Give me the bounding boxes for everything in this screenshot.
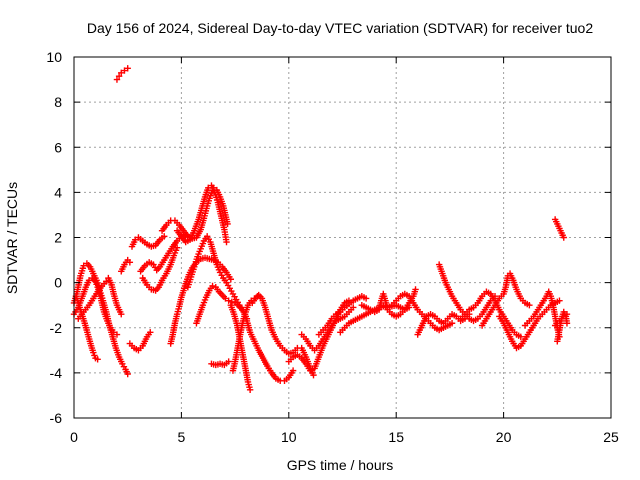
series-arc-26: [388, 290, 456, 334]
data-point: [132, 236, 139, 243]
series-arc-05: [75, 274, 125, 322]
data-point: [228, 298, 236, 306]
data-point: [227, 276, 235, 283]
series-arc-03: [70, 274, 121, 338]
data-point: [118, 311, 125, 318]
chart-title: Day 156 of 2024, Sidereal Day-to-day VTE…: [87, 20, 594, 36]
data-point: [563, 320, 571, 327]
y-tick-label: -4: [50, 365, 63, 381]
data-point: [246, 386, 254, 393]
data-point: [563, 311, 571, 318]
data-point: [560, 313, 567, 320]
grid-layer: [74, 57, 611, 418]
series-arc-23: [315, 292, 370, 338]
data-point: [225, 297, 232, 304]
series-arc-19: [231, 299, 297, 384]
y-tick-label: 10: [46, 49, 62, 65]
y-tick-label: 0: [54, 275, 62, 291]
x-axis-label: GPS time / hours: [287, 457, 394, 473]
series-arc-27: [414, 311, 473, 338]
x-tick-label: 20: [496, 429, 512, 445]
data-point: [118, 69, 125, 76]
x-tick-label: 25: [603, 429, 619, 445]
data-point: [225, 358, 232, 365]
series-arc-01: [113, 65, 131, 83]
data-point: [556, 297, 563, 304]
data-point: [350, 304, 357, 311]
data-point: [222, 295, 229, 302]
series-arc-08: [128, 233, 168, 250]
x-tick-label: 15: [388, 429, 404, 445]
data-point: [94, 356, 101, 363]
series-arc-07: [126, 329, 154, 354]
data-point: [310, 371, 317, 379]
data-point: [110, 329, 117, 336]
ticks-layer: 0 5 10 15 20 25 -6 -4 -2 0 2 4 6 8 10: [46, 49, 619, 445]
series-arc-12: [173, 182, 230, 246]
data-point: [209, 282, 216, 290]
series-arc-22: [298, 304, 357, 354]
data-point: [126, 259, 134, 266]
points-layer: [70, 65, 571, 393]
x-tick-label: 10: [281, 429, 297, 445]
data-point: [412, 286, 419, 293]
y-tick-label: -6: [50, 410, 63, 426]
x-tick-label: 0: [70, 429, 78, 445]
data-point: [124, 65, 131, 72]
data-point: [103, 278, 110, 285]
y-tick-label: 6: [54, 139, 62, 155]
data-point: [121, 67, 128, 74]
series-arc-06: [118, 256, 134, 275]
data-point: [448, 320, 456, 327]
data-point: [173, 244, 181, 251]
series-arc-10: [139, 244, 181, 294]
series-arc-13: [167, 254, 235, 347]
series-arc-33: [551, 216, 567, 241]
data-point: [161, 233, 168, 240]
series-arc-16: [208, 358, 232, 369]
data-point: [124, 370, 131, 378]
x-tick-label: 5: [178, 429, 186, 445]
data-point: [147, 329, 154, 336]
data-point: [223, 238, 230, 246]
data-point: [362, 295, 370, 302]
y-tick-label: 2: [54, 230, 62, 246]
data-point: [113, 76, 121, 83]
data-point: [115, 72, 123, 80]
data-point: [526, 301, 533, 309]
data-point: [113, 331, 121, 338]
series-arc-35: [551, 311, 571, 329]
y-axis-label: SDTVAR / TECUs: [4, 182, 20, 294]
data-point: [517, 333, 524, 340]
y-tick-label: 8: [54, 94, 62, 110]
y-tick-label: -2: [50, 320, 63, 336]
series-arc-15: [193, 282, 236, 327]
data-point: [560, 234, 567, 241]
series-arc-25: [358, 286, 419, 320]
data-point: [289, 367, 297, 374]
series-arc-30: [478, 270, 533, 329]
y-tick-label: 4: [54, 184, 62, 200]
data-point: [224, 220, 231, 228]
